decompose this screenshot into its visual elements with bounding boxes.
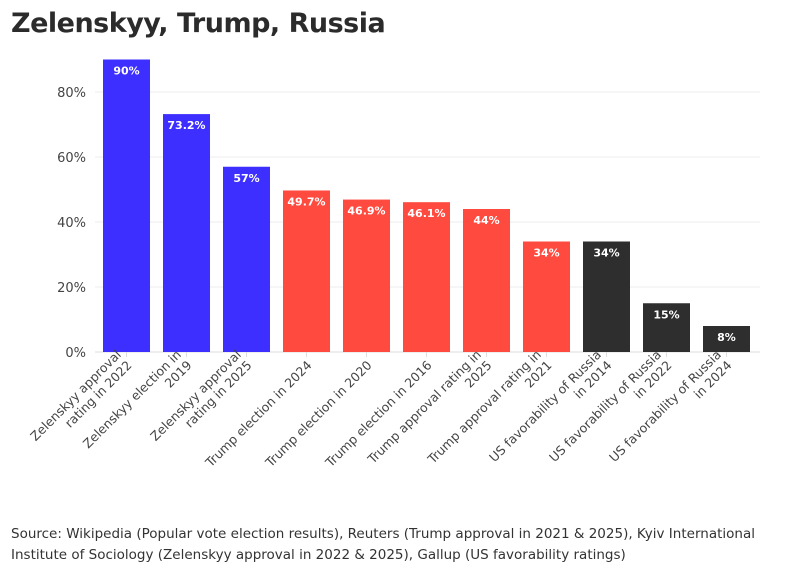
data-label: 34% (533, 247, 559, 260)
bar (643, 303, 690, 352)
bar (703, 326, 750, 352)
y-tick-label: 80% (57, 86, 86, 101)
bar (523, 241, 570, 352)
y-tick-label: 40% (57, 216, 86, 231)
data-label: 34% (593, 247, 619, 260)
bar-chart: 0%20%40%60%80%90%Zelenskyy approvalratin… (27, 59, 760, 470)
y-tick-label: 60% (57, 151, 86, 166)
y-tick-label: 0% (65, 346, 86, 361)
data-label: 57% (233, 172, 259, 185)
x-tick-label: Trump election in 2020 (262, 357, 375, 470)
bar (583, 241, 630, 352)
chart-title: Zelenskyy, Trump, Russia (11, 8, 386, 39)
bar (283, 190, 330, 352)
data-label: 44% (473, 214, 499, 227)
bar (163, 114, 210, 352)
data-label: 73.2% (167, 119, 205, 132)
data-label: 46.9% (347, 205, 385, 218)
bar (343, 199, 390, 352)
bar (223, 166, 270, 352)
data-label: 46.1% (407, 207, 445, 220)
source-note: Source: Wikipedia (Popular vote election… (11, 526, 755, 563)
x-tick-label-line: Trump election in 2020 (262, 357, 375, 470)
y-tick-label: 20% (57, 281, 86, 296)
bar (463, 209, 510, 352)
bar (103, 59, 150, 352)
data-label: 15% (653, 308, 679, 321)
data-label: 8% (717, 331, 736, 344)
data-label: 49.7% (287, 195, 325, 208)
data-label: 90% (113, 65, 139, 78)
bar (403, 202, 450, 352)
